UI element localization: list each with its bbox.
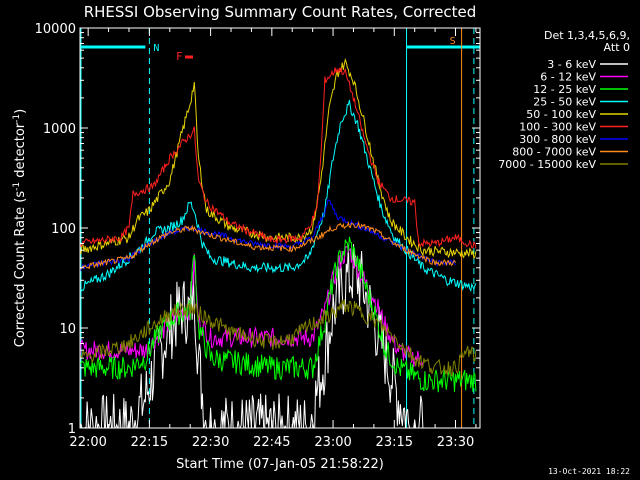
y-tick-label: 10 [59, 322, 76, 337]
y-axis-label-sup2: -1 [12, 114, 22, 123]
legend-entry-label: 3 - 6 keV [547, 58, 596, 71]
series-line [79, 236, 477, 393]
x-tick-label: 22:45 [253, 435, 290, 450]
series-line [79, 220, 456, 270]
series-line [79, 299, 477, 377]
y-axis-label: Corrected Count Rate (s-1 detector-1) [12, 109, 28, 347]
series-line [79, 245, 424, 368]
legend-entry-label: 6 - 12 keV [540, 71, 596, 84]
x-axis: 22:00 22:15 22:30 22:45 23:00 23:15 23:30 [69, 28, 477, 450]
x-tick-label: 23:15 [376, 435, 413, 450]
y-axis-label-mid: detector [13, 122, 28, 182]
saa-flag-label: S [450, 36, 456, 47]
series-line [79, 99, 477, 293]
y-axis-label-sup1: -1 [12, 182, 22, 191]
y-axis: 1 10 100 1000 10000 [35, 22, 480, 437]
legend-entry-label: 300 - 800 keV [519, 133, 596, 146]
y-tick-label: 1000 [43, 122, 76, 137]
x-axis-label: Start Time (07-Jan-05 21:58:22) [176, 457, 384, 472]
legend-header-line1: Det 1,3,4,5,6,9, [544, 29, 630, 42]
y-tick-label: 1 [68, 422, 76, 437]
y-axis-label-main: Corrected Count Rate (s [13, 191, 28, 348]
legend-header-line2: Att 0 [604, 41, 630, 54]
plot-area: N F S [79, 28, 480, 429]
x-tick-label: 22:15 [131, 435, 168, 450]
y-tick-label: 10000 [35, 22, 76, 37]
legend-entry-label: 12 - 25 keV [533, 83, 596, 96]
legend-entry-label: 100 - 300 keV [519, 121, 596, 134]
flare-flag-label: F [176, 50, 183, 63]
series-line [79, 66, 477, 249]
x-tick-label: 23:30 [437, 435, 474, 450]
legend-entry-label: 25 - 50 keV [533, 96, 596, 109]
legend-entry-label: 800 - 7000 keV [512, 146, 596, 159]
chart-title: RHESSI Observing Summary Count Rates, Co… [84, 3, 477, 21]
x-tick-label: 22:00 [69, 435, 106, 450]
legend-entry-label: 50 - 100 keV [526, 108, 596, 121]
y-axis-label-end: ) [13, 109, 28, 114]
legend-entry-label: 7000 - 15000 keV [498, 158, 596, 171]
y-tick-label: 100 [51, 222, 76, 237]
x-tick-label: 22:30 [192, 435, 229, 450]
footer-date: 13-Oct-2021 18:22 [548, 467, 630, 476]
x-tick-label: 23:00 [314, 435, 351, 450]
night-flag-label: N [153, 43, 159, 54]
